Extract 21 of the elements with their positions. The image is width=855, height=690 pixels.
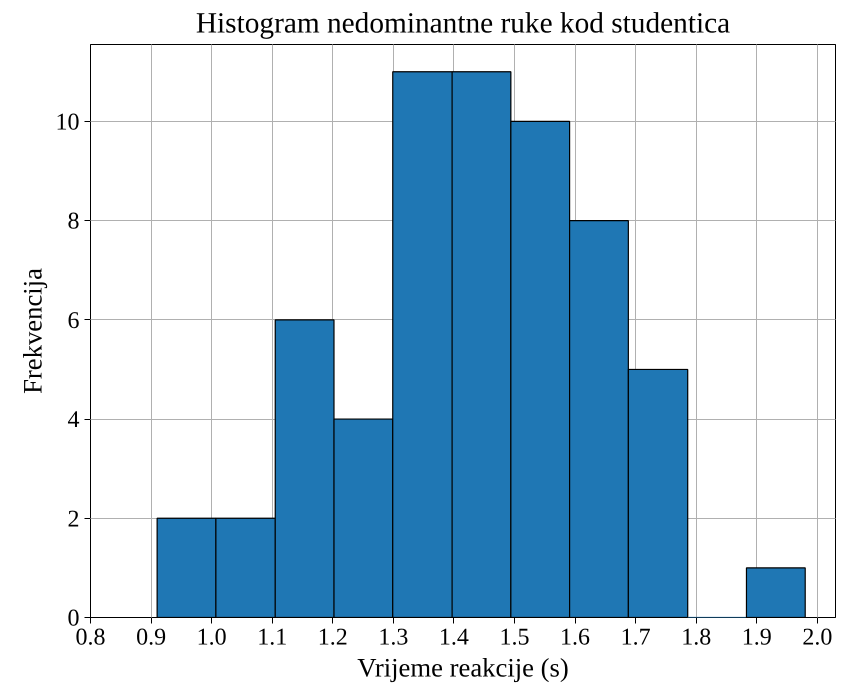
x-tick-label: 1.2 bbox=[318, 624, 348, 650]
x-tick-label: 0.9 bbox=[136, 624, 166, 650]
y-tick-label: 8 bbox=[68, 208, 80, 235]
y-tick-label: 4 bbox=[68, 407, 80, 434]
x-tick-label: 1.7 bbox=[620, 624, 651, 650]
x-tick-label: 1.9 bbox=[742, 624, 772, 650]
chart-title: Histogram nedominantne ruke kod studentica bbox=[196, 8, 730, 40]
x-tick-label: 1.1 bbox=[257, 624, 288, 650]
x-tick-label: 1.8 bbox=[681, 624, 712, 650]
x-tick-label: 1.0 bbox=[196, 624, 227, 650]
x-tick-label: 1.3 bbox=[378, 624, 408, 650]
x-tick-label: 0.8 bbox=[76, 624, 106, 650]
x-tick-label: 2.0 bbox=[802, 624, 832, 650]
y-tick-label: 2 bbox=[68, 506, 80, 532]
x-tick-label: 1.5 bbox=[499, 624, 530, 650]
y-tick-label: 10 bbox=[56, 109, 80, 136]
y-axis-title: Frekvencija bbox=[18, 268, 48, 394]
x-tick-label: 1.4 bbox=[438, 624, 469, 650]
x-tick-label: 1.6 bbox=[560, 624, 590, 650]
y-tick-label: 6 bbox=[68, 308, 80, 334]
x-axis-title: Vrijeme reakcije (s) bbox=[357, 652, 569, 682]
